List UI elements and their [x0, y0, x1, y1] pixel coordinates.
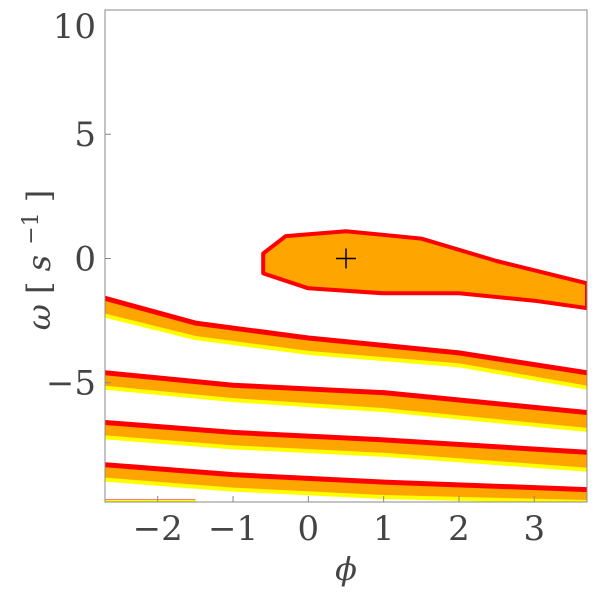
- y-axis-label-exponent: −1: [19, 212, 44, 244]
- region-2-upper-edge: [105, 370, 587, 416]
- regions-layer: [105, 229, 587, 502]
- y-tick-label: 5: [74, 115, 96, 155]
- x-tick-label: 2: [448, 509, 470, 549]
- y-tick-label: −5: [46, 364, 96, 404]
- region-1: [105, 295, 587, 390]
- region-4-lower-edge: [105, 477, 587, 502]
- x-tick-label: 3: [523, 509, 545, 549]
- region-4: [105, 462, 587, 502]
- region-3-lower-edge: [105, 435, 587, 472]
- x-tick-label: 1: [373, 509, 395, 549]
- region-4-fill: [105, 464, 587, 502]
- y-axis-ticks: 10 5 0 −5: [46, 7, 111, 404]
- region-0: [261, 229, 587, 311]
- y-tick-label: 10: [53, 7, 96, 47]
- center-marker: [336, 248, 356, 269]
- y-tick-label: 0: [74, 239, 96, 279]
- region-1-lower-edge: [105, 313, 587, 390]
- plot-frame: [104, 9, 588, 503]
- y-axis-label-unit: s: [20, 255, 58, 271]
- region-3: [105, 419, 587, 472]
- region-3-upper-edge: [105, 419, 587, 455]
- y-axis-label-symbol: ω: [20, 304, 58, 330]
- region-2-fill: [105, 372, 587, 430]
- x-tick-label: 0: [298, 509, 320, 549]
- region-1-upper-edge: [105, 295, 587, 376]
- y-axis-label: ω [ s −1 ]: [8, 190, 58, 331]
- x-tick-label: −1: [208, 509, 258, 549]
- x-axis-label: ϕ: [335, 550, 357, 588]
- region-2-lower-edge: [105, 385, 587, 432]
- x-tick-label: −2: [133, 509, 183, 549]
- region-4-upper-edge: [105, 462, 587, 493]
- x-axis-ticks: −2 −1 0 1 2 3: [133, 496, 545, 549]
- region-2: [105, 370, 587, 432]
